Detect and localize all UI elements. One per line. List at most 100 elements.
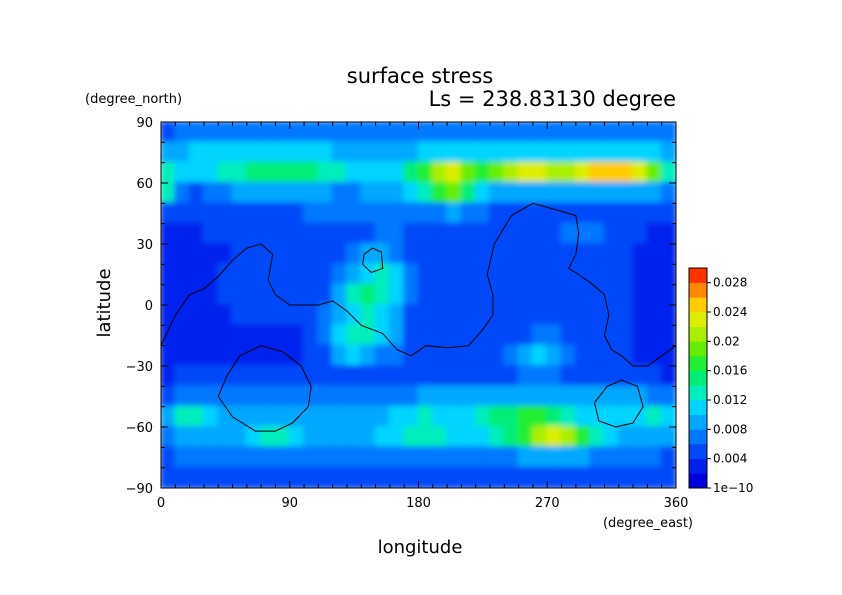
y-axis-label: latitude	[94, 268, 115, 337]
field-cell	[345, 385, 363, 408]
field-cell	[431, 161, 449, 184]
field-cell	[288, 304, 306, 327]
field-cell	[403, 141, 420, 164]
field-cell	[217, 202, 234, 225]
field-cell	[331, 344, 348, 367]
field-cell	[474, 405, 492, 428]
field-cell	[403, 426, 420, 449]
field-cell	[503, 466, 520, 488]
field-cell	[474, 283, 492, 306]
field-cell	[174, 324, 191, 347]
field-cell	[417, 222, 434, 245]
field-cell	[403, 263, 420, 286]
field-cell	[360, 466, 377, 488]
field-cell	[274, 324, 291, 347]
field-cell	[374, 365, 391, 388]
field-cell	[460, 182, 477, 205]
field-cell	[374, 385, 391, 408]
field-cell	[603, 222, 620, 245]
field-cell	[660, 243, 676, 266]
field-cell	[403, 446, 420, 469]
field-cell	[417, 243, 434, 266]
field-cell	[517, 122, 534, 144]
field-cell	[388, 243, 406, 266]
field-cell	[531, 141, 549, 164]
field-cell	[489, 304, 506, 327]
field-cell	[560, 182, 577, 205]
field-cell	[660, 466, 676, 488]
colorbar-swatch	[689, 385, 707, 401]
field-cell	[546, 385, 563, 408]
field-cell	[245, 385, 263, 408]
field-cell	[360, 446, 377, 469]
field-cell	[474, 426, 492, 449]
field-cell	[489, 202, 506, 225]
field-cell	[489, 182, 506, 205]
field-cell	[345, 304, 363, 327]
field-cell	[345, 202, 363, 225]
field-cell	[217, 446, 234, 469]
field-cell	[303, 161, 320, 184]
field-cell	[417, 202, 434, 225]
field-cell	[574, 283, 592, 306]
field-cell	[303, 141, 320, 164]
field-cell	[431, 243, 449, 266]
field-cell	[617, 304, 635, 327]
field-cell	[331, 365, 348, 388]
field-cell	[303, 182, 320, 205]
x-tick-label: 180	[406, 496, 431, 511]
field-cell	[374, 466, 391, 488]
field-cell	[374, 405, 391, 428]
colorbar-swatch	[689, 326, 707, 342]
field-cell	[632, 141, 649, 164]
field-cell	[660, 405, 676, 428]
field-cell	[632, 466, 649, 488]
field-cell	[174, 365, 191, 388]
field-cell	[646, 161, 663, 184]
field-cell	[174, 182, 191, 205]
field-cell	[345, 466, 363, 488]
field-cell	[388, 426, 406, 449]
field-cell	[531, 405, 549, 428]
field-cell	[660, 385, 676, 408]
field-cell	[546, 283, 563, 306]
field-cell	[161, 263, 177, 286]
field-cell	[617, 283, 635, 306]
field-cell	[202, 202, 220, 225]
y-tick-label: 60	[136, 177, 153, 192]
field-cell	[217, 122, 234, 144]
field-cell	[231, 263, 248, 286]
field-cell	[231, 141, 248, 164]
field-cell	[288, 161, 306, 184]
field-cell	[403, 243, 420, 266]
field-cell	[503, 222, 520, 245]
field-cell	[217, 182, 234, 205]
field-cell	[360, 365, 377, 388]
field-cell	[574, 243, 592, 266]
field-cell	[288, 405, 306, 428]
field-cell	[646, 222, 663, 245]
field-cell	[660, 222, 676, 245]
field-cell	[231, 385, 248, 408]
field-cell	[560, 122, 577, 144]
field-cell	[660, 182, 676, 205]
field-cell	[374, 263, 391, 286]
field-cell	[360, 344, 377, 367]
field-cell	[446, 385, 463, 408]
field-cell	[517, 161, 534, 184]
colorbar-swatch	[689, 297, 707, 313]
field-cell	[174, 243, 191, 266]
field-cell	[460, 304, 477, 327]
field-cell	[174, 263, 191, 286]
field-cell	[360, 161, 377, 184]
field-cell	[646, 426, 663, 449]
field-cell	[503, 283, 520, 306]
field-cell	[174, 344, 191, 367]
field-cell	[517, 304, 534, 327]
field-cell	[574, 385, 592, 408]
small-basin	[594, 379, 644, 428]
x-tick-label: 90	[281, 496, 298, 511]
field-cell	[646, 385, 663, 408]
field-cell	[431, 324, 449, 347]
field-cell	[331, 283, 348, 306]
